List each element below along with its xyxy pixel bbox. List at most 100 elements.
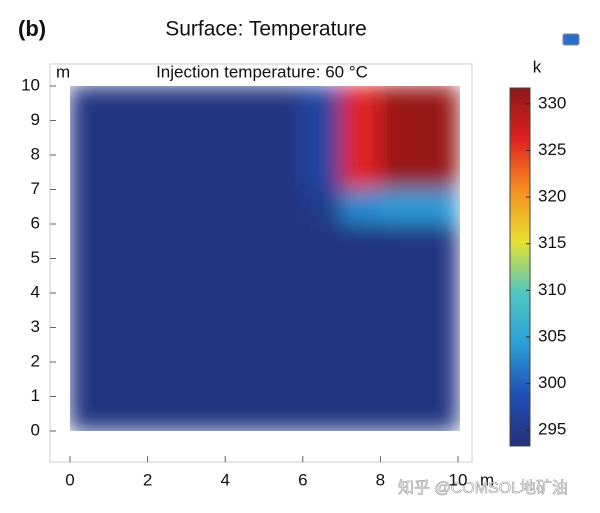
colorbar-tick-label: 320 [538,187,566,206]
heat-cell [302,327,343,363]
heat-cell [224,327,265,363]
heat-cell [379,258,420,294]
heat-cell [185,258,226,294]
heat-cell [224,189,265,225]
icon [562,33,580,46]
heat-cell [147,154,187,190]
heat-cell [379,396,420,431]
heat-cell [302,189,343,225]
colorbar-tick-label: 315 [538,233,566,252]
heat-cell [418,258,459,294]
heat-cell [185,327,226,363]
heat-cell [185,292,226,328]
heat-cell [185,361,226,397]
x-tick-label: 2 [143,470,152,489]
heat-cell [185,396,226,431]
heat-cell [70,396,110,431]
y-tick-label: 6 [31,213,40,232]
heat-cell [379,154,420,190]
heat-cell [147,120,187,156]
heat-cell [224,154,265,190]
heat-cell [418,292,459,328]
chart-title: Surface: Temperature [165,18,367,41]
heat-cell [224,223,265,259]
y-tick-label: 9 [31,110,40,129]
heat-cell [108,86,149,121]
heat-cell [263,327,304,363]
heat-cell [147,327,187,363]
y-tick-label: 2 [31,351,40,370]
heat-cell [302,396,343,431]
heat-cell [379,292,420,328]
heat-cell [108,223,149,259]
heat-cell [341,258,381,294]
heat-cell [224,86,265,121]
heat-cell [341,361,381,397]
heat-cell [418,86,459,121]
x-tick-label: 4 [220,470,229,489]
heat-cell [379,189,420,225]
heatmap [70,86,459,431]
x-tick-label: 0 [65,470,74,489]
heat-cell [108,396,149,431]
heat-cell [147,86,187,121]
y-tick-label: 3 [31,317,40,336]
heat-cell [341,189,381,225]
heat-cell [341,86,381,121]
colorbar-tick-label: 300 [538,373,566,392]
x-tick-label: 10 [449,470,468,489]
annotation: Injection temperature: 60 °C [156,62,368,81]
heat-cell [263,361,304,397]
heat-cell [108,189,149,225]
heat-cell [418,327,459,363]
colorbar-tick-label: 310 [538,280,566,299]
heat-cell [302,223,343,259]
y-tick-label: 8 [31,144,40,163]
heat-cell [418,154,459,190]
heat-cell [341,396,381,431]
colorbar-tick-label: 295 [538,420,566,439]
heat-cell [379,327,420,363]
y-tick-label: 1 [31,386,40,405]
heat-cell [70,120,110,156]
heat-cell [70,223,110,259]
heat-cell [302,361,343,397]
heat-cell [341,223,381,259]
panel-label: (b) [18,16,46,41]
y-tick-label: 10 [21,75,40,94]
heat-cell [224,258,265,294]
colorbar-tick-label: 325 [538,140,566,159]
heat-cell [147,292,187,328]
x-tick-label: 8 [376,470,385,489]
heat-cell [341,292,381,328]
heat-cell [147,361,187,397]
heat-cell [108,292,149,328]
heat-cell [302,154,343,190]
heat-cell [70,327,110,363]
heat-cell [224,396,265,431]
heat-cell [379,120,420,156]
heat-cell [224,120,265,156]
heat-cell [418,361,459,397]
heat-cell [70,361,110,397]
y-tick-label: 7 [31,179,40,198]
heat-cell [379,223,420,259]
heat-cell [341,120,381,156]
heat-cell [224,361,265,397]
heat-cell [263,189,304,225]
y-tick-label: 4 [31,282,40,301]
heat-cells [70,86,459,431]
heat-cell [341,154,381,190]
x-axis-label: m [480,470,494,489]
heat-cell [70,189,110,225]
watermark: 知乎 @COMSOL地矿油 [398,479,568,497]
heat-cell [302,258,343,294]
heat-cell [263,223,304,259]
heat-cell [341,327,381,363]
heat-cell [70,86,110,121]
x-tick-label: 6 [298,470,307,489]
heat-cell [147,223,187,259]
heat-cell [185,120,226,156]
heat-cell [147,189,187,225]
